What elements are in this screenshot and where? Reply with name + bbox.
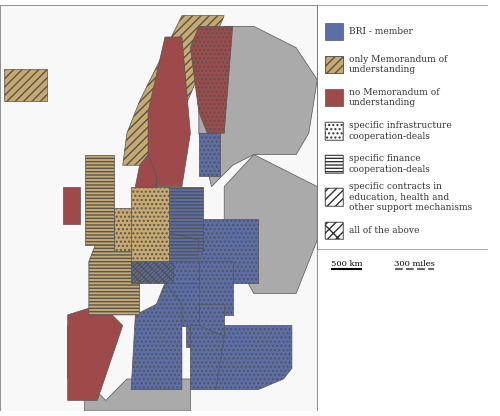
- Text: only Memorandum of
understanding: only Memorandum of understanding: [348, 55, 447, 74]
- Bar: [325, 155, 342, 173]
- Bar: [325, 222, 342, 239]
- Bar: [325, 122, 342, 140]
- Bar: [325, 122, 342, 140]
- Bar: [0, 5, 318, 411]
- Polygon shape: [190, 326, 224, 390]
- Polygon shape: [165, 187, 203, 251]
- Text: 300 miles: 300 miles: [394, 260, 436, 268]
- Polygon shape: [174, 261, 199, 283]
- Polygon shape: [224, 155, 318, 294]
- Polygon shape: [84, 155, 114, 245]
- Polygon shape: [64, 187, 80, 224]
- Polygon shape: [68, 304, 122, 400]
- Bar: [0, 5, 318, 411]
- Polygon shape: [165, 283, 199, 326]
- Bar: [325, 155, 342, 173]
- Text: 500 km: 500 km: [331, 260, 362, 268]
- Text: all of the above: all of the above: [348, 226, 419, 235]
- Polygon shape: [199, 261, 232, 315]
- Polygon shape: [199, 26, 318, 187]
- Polygon shape: [131, 283, 182, 390]
- Polygon shape: [148, 37, 190, 187]
- Polygon shape: [186, 326, 199, 347]
- Bar: [0, 5, 318, 411]
- Text: no Memorandum of
understanding: no Memorandum of understanding: [348, 88, 439, 107]
- Polygon shape: [114, 208, 140, 251]
- Polygon shape: [190, 26, 232, 133]
- Polygon shape: [199, 219, 258, 283]
- Polygon shape: [68, 326, 80, 379]
- Bar: [325, 56, 342, 73]
- Bar: [325, 89, 342, 106]
- Polygon shape: [122, 16, 224, 165]
- Text: specific infrastructure
cooperation-deals: specific infrastructure cooperation-deal…: [348, 121, 452, 141]
- Polygon shape: [131, 187, 169, 272]
- Bar: [318, 5, 488, 249]
- Bar: [325, 222, 342, 239]
- Text: BRI - member: BRI - member: [348, 27, 412, 36]
- Bar: [325, 188, 342, 206]
- Polygon shape: [4, 69, 46, 101]
- Polygon shape: [216, 326, 292, 390]
- Bar: [325, 188, 342, 206]
- Text: specific contracts in
education, health and
other support mechanisms: specific contracts in education, health …: [348, 182, 472, 212]
- Bar: [325, 56, 342, 73]
- Bar: [325, 22, 342, 40]
- Polygon shape: [89, 229, 140, 315]
- Polygon shape: [136, 155, 156, 192]
- Polygon shape: [199, 304, 224, 336]
- Polygon shape: [131, 261, 174, 283]
- Polygon shape: [84, 379, 190, 411]
- Polygon shape: [156, 229, 199, 261]
- Text: specific finance
cooperation-deals: specific finance cooperation-deals: [348, 154, 430, 174]
- Polygon shape: [199, 133, 220, 176]
